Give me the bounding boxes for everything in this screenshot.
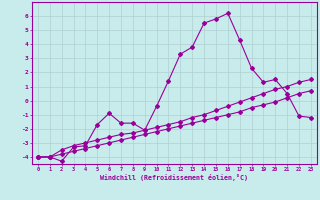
X-axis label: Windchill (Refroidissement éolien,°C): Windchill (Refroidissement éolien,°C) [100,174,248,181]
